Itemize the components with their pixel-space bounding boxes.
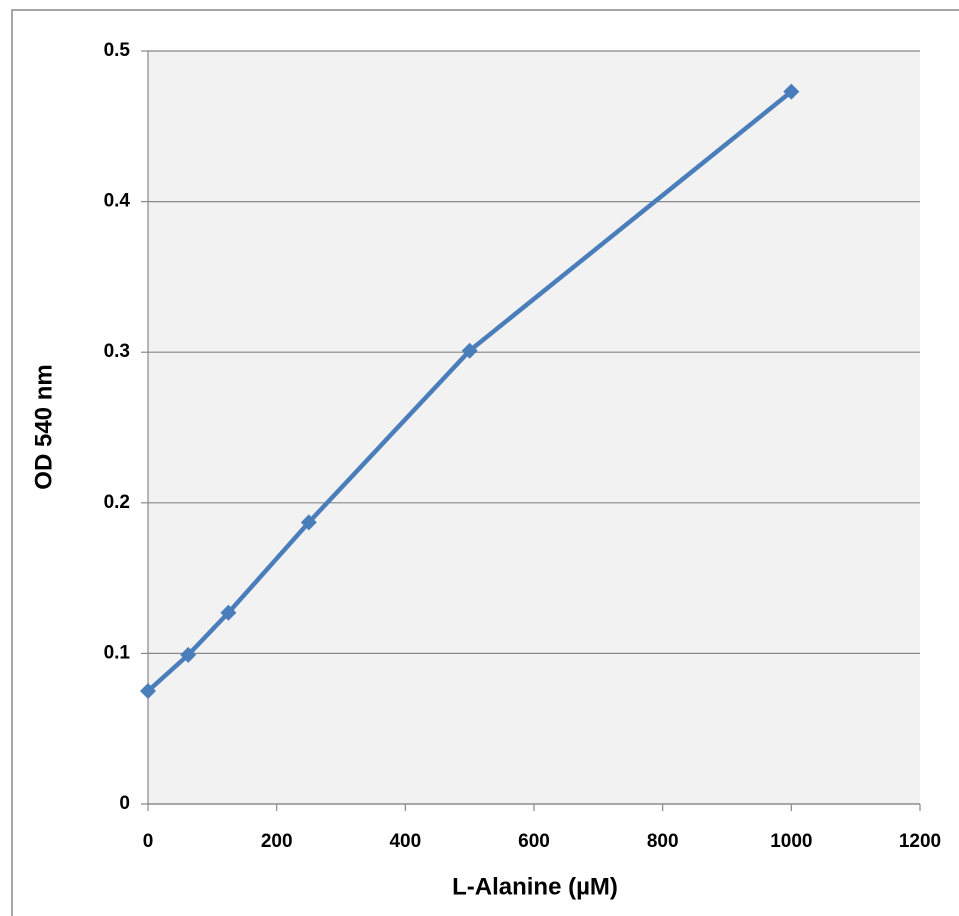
x-tick-label: 200 bbox=[261, 831, 293, 852]
y-axis-title: OD 540 nm bbox=[30, 364, 57, 489]
y-tick-label: 0 bbox=[119, 793, 130, 814]
x-tick-label: 400 bbox=[389, 831, 421, 852]
x-tick-label: 1200 bbox=[899, 831, 941, 852]
x-tick-label: 0 bbox=[143, 831, 154, 852]
data-line bbox=[146, 89, 793, 693]
data-point bbox=[300, 514, 317, 531]
y-tick-label: 0.3 bbox=[104, 341, 130, 362]
x-axis-title: L-Alanine (µM) bbox=[452, 873, 618, 900]
data-point bbox=[220, 604, 237, 621]
data-point bbox=[783, 83, 800, 100]
x-tick-label: 800 bbox=[647, 831, 679, 852]
y-tick-label: 0.5 bbox=[104, 40, 131, 61]
x-tick-label: 600 bbox=[518, 831, 550, 852]
data-point bbox=[140, 683, 156, 700]
plot-area bbox=[148, 51, 920, 804]
y-tick-label: 0.4 bbox=[104, 191, 131, 212]
data-point bbox=[461, 342, 478, 359]
y-tick-label: 0.2 bbox=[104, 492, 130, 513]
y-tick-label: 0.1 bbox=[104, 642, 131, 663]
x-tick-label: 1000 bbox=[770, 831, 812, 852]
data-point bbox=[180, 646, 197, 663]
